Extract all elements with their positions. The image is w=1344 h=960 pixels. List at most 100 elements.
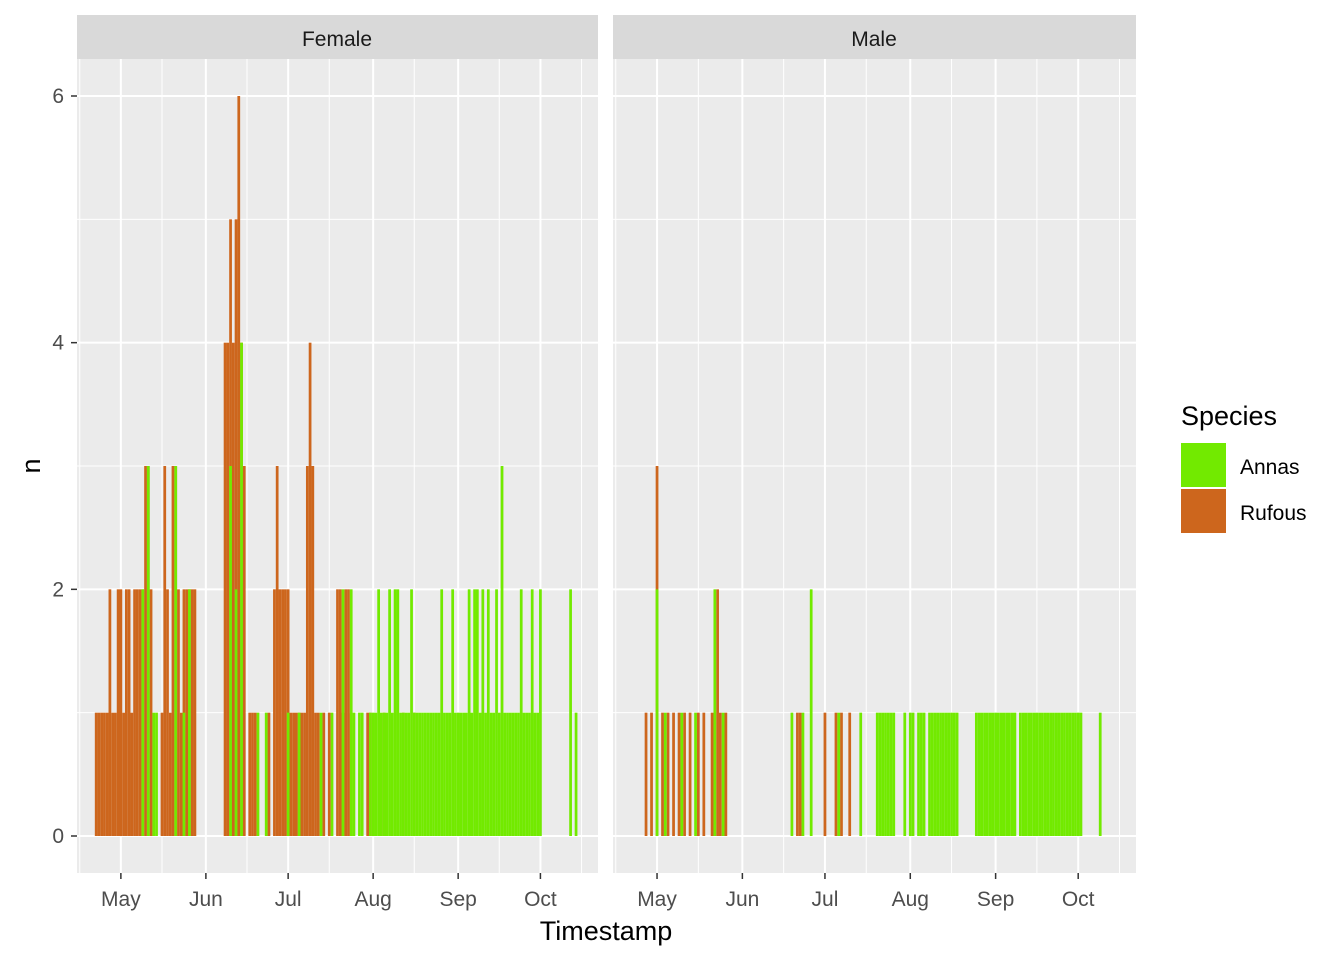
- bar-female-annas: [459, 712, 463, 836]
- bar-female-rufous: [289, 712, 293, 836]
- bar-female-rufous: [344, 589, 348, 836]
- bar-female-rufous: [314, 712, 317, 836]
- bar-male-annas: [903, 712, 907, 836]
- bar-female-annas: [396, 589, 400, 836]
- bar-female-rufous: [305, 466, 309, 836]
- bar-male-annas: [886, 712, 890, 836]
- bar-female-rufous: [171, 466, 175, 836]
- bar-female-annas: [514, 712, 518, 836]
- bar-male-rufous: [696, 712, 700, 836]
- bar-male-annas: [922, 712, 926, 836]
- bar-female-annas: [256, 712, 260, 836]
- bar-male-annas: [996, 712, 1000, 836]
- bar-male-annas: [663, 712, 667, 836]
- bar-male-annas: [1076, 712, 1080, 836]
- bar-female-rufous: [105, 712, 109, 836]
- bar-male-rufous: [650, 712, 653, 836]
- bar-female-annas: [429, 712, 433, 836]
- bar-female-annas: [503, 712, 507, 836]
- bar-male-annas: [1052, 712, 1055, 836]
- bar-female-annas: [146, 466, 150, 836]
- bar-female-rufous: [124, 589, 128, 836]
- bar-male-annas: [1057, 712, 1061, 836]
- bar-female-annas: [467, 589, 471, 836]
- bar-female-rufous: [295, 712, 298, 836]
- bar-female-annas: [525, 712, 529, 836]
- bar-female-rufous: [338, 589, 342, 836]
- bar-female-rufous: [138, 589, 142, 836]
- bar-male-annas: [801, 712, 805, 836]
- bar-female-rufous: [366, 712, 370, 836]
- bar-female-annas: [412, 712, 416, 836]
- bar-female-annas: [377, 589, 380, 836]
- bar-female-rufous: [185, 589, 189, 836]
- bar-male-annas: [1038, 712, 1042, 836]
- bar-male-annas: [1021, 712, 1025, 836]
- y-tick-label: 6: [52, 85, 64, 108]
- bar-male-annas: [974, 712, 978, 836]
- bar-female-rufous: [267, 712, 271, 836]
- bar-male-annas: [1032, 712, 1036, 836]
- bar-male-rufous: [823, 712, 827, 836]
- bar-male-annas: [1074, 712, 1077, 836]
- bar-female-annas: [462, 712, 466, 836]
- bar-female-rufous: [253, 712, 257, 836]
- bar-female-annas: [533, 712, 537, 836]
- x-tick-label: May: [101, 888, 141, 911]
- x-tick-label: Aug: [892, 888, 929, 911]
- bar-female-annas: [426, 712, 430, 836]
- bar-male-annas: [919, 712, 923, 836]
- bar-female-annas: [517, 712, 520, 836]
- bar-female-rufous: [130, 712, 134, 836]
- bar-male-annas: [1019, 712, 1022, 836]
- bar-male-rufous: [644, 712, 648, 836]
- bar-female-rufous: [160, 712, 164, 836]
- bar-female-rufous: [103, 712, 106, 836]
- bar-female-annas: [492, 712, 496, 836]
- bar-male-annas: [892, 712, 896, 836]
- legend-swatch-rufous: [1181, 489, 1226, 533]
- bar-male-annas: [985, 712, 989, 836]
- bar-male-rufous: [796, 712, 799, 836]
- bar-male-annas: [999, 712, 1003, 836]
- bar-male-annas: [908, 712, 912, 836]
- y-tick-label: 2: [52, 578, 64, 601]
- bar-female-annas: [399, 712, 402, 836]
- x-tick-label: Sep: [439, 888, 476, 911]
- bar-female-rufous: [108, 589, 112, 836]
- x-axes: May Jun Jul Aug Sep Oct May Jun Jul Aug Sep Oct: [101, 873, 1095, 911]
- bar-male-annas: [991, 712, 995, 836]
- bar-female-annas: [401, 712, 405, 836]
- bar-female-rufous: [94, 712, 98, 836]
- bar-male-rufous: [798, 712, 802, 836]
- panel-male: Male: [613, 15, 1136, 873]
- y-tick-label: 4: [52, 332, 64, 355]
- bar-female-annas: [374, 712, 378, 836]
- bar-male-annas: [1049, 712, 1053, 836]
- bar-male-rufous: [716, 589, 719, 836]
- x-tick-label: Oct: [524, 888, 557, 911]
- bar-male-annas: [911, 712, 915, 836]
- bar-female-rufous: [166, 589, 169, 836]
- bar-female-annas: [522, 712, 526, 836]
- bar-female-rufous: [127, 589, 131, 836]
- bar-male-annas: [952, 712, 956, 836]
- bar-male-annas: [917, 712, 920, 836]
- bar-female-annas: [475, 589, 479, 836]
- bar-male-annas: [713, 589, 717, 836]
- bar-male-annas: [1041, 712, 1044, 836]
- bar-female-annas: [423, 712, 427, 836]
- legend-title: Species: [1181, 401, 1277, 431]
- bar-female-annas: [152, 712, 156, 836]
- bar-male-annas: [1043, 712, 1047, 836]
- bar-female-annas: [478, 712, 482, 836]
- bar-female-annas: [341, 589, 345, 836]
- bar-female-annas: [385, 712, 389, 836]
- bar-female-rufous: [237, 96, 241, 836]
- bar-male-annas: [930, 712, 934, 836]
- bar-female-rufous: [190, 589, 194, 836]
- bar-male-annas: [983, 712, 986, 836]
- bar-female-annas: [380, 712, 383, 836]
- bar-female-annas: [448, 712, 452, 836]
- bar-male-rufous: [688, 712, 692, 836]
